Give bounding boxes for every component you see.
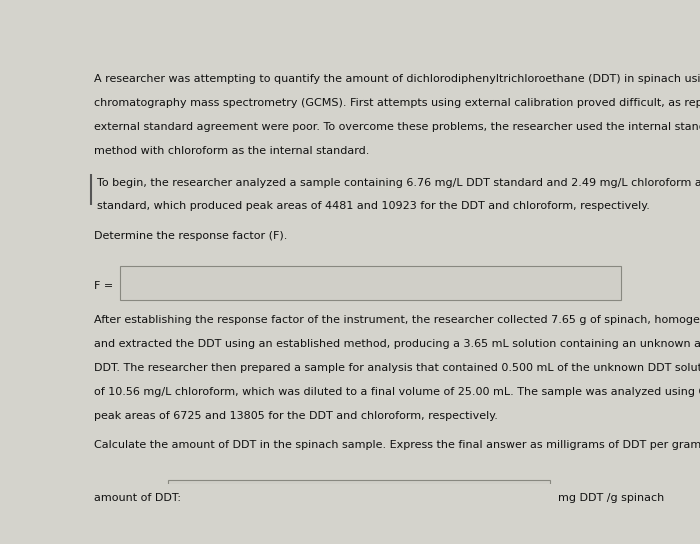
Text: and extracted the DDT using an established method, producing a 3.65 mL solution : and extracted the DDT using an establish… <box>94 339 700 349</box>
FancyBboxPatch shape <box>120 266 621 300</box>
FancyBboxPatch shape <box>168 480 550 509</box>
Text: Calculate the amount of DDT in the spinach sample. Express the final answer as m: Calculate the amount of DDT in the spina… <box>94 440 700 450</box>
Text: Determine the response factor (F).: Determine the response factor (F). <box>94 231 288 240</box>
Text: DDT. The researcher then prepared a sample for analysis that contained 0.500 mL : DDT. The researcher then prepared a samp… <box>94 363 700 373</box>
Text: amount of DDT:: amount of DDT: <box>94 493 181 503</box>
Text: of 10.56 mg/L chloroform, which was diluted to a final volume of 25.00 mL. The s: of 10.56 mg/L chloroform, which was dilu… <box>94 387 700 397</box>
Text: method with chloroform as the internal standard.: method with chloroform as the internal s… <box>94 146 370 156</box>
Text: standard, which produced peak areas of 4481 and 10923 for the DDT and chloroform: standard, which produced peak areas of 4… <box>97 201 650 212</box>
Text: mg DDT /g spinach: mg DDT /g spinach <box>558 493 664 503</box>
Text: After establishing the response factor of the instrument, the researcher collect: After establishing the response factor o… <box>94 315 700 325</box>
Text: chromatography mass spectrometry (GCMS). First attempts using external calibrati: chromatography mass spectrometry (GCMS).… <box>94 98 700 108</box>
Text: external standard agreement were poor. To overcome these problems, the researche: external standard agreement were poor. T… <box>94 122 700 132</box>
Text: F =: F = <box>94 281 113 291</box>
Text: To begin, the researcher analyzed a sample containing 6.76 mg/L DDT standard and: To begin, the researcher analyzed a samp… <box>97 177 700 188</box>
Text: A researcher was attempting to quantify the amount of dichlorodiphenyltrichloroe: A researcher was attempting to quantify … <box>94 75 700 84</box>
Text: peak areas of 6725 and 13805 for the DDT and chloroform, respectively.: peak areas of 6725 and 13805 for the DDT… <box>94 411 498 421</box>
